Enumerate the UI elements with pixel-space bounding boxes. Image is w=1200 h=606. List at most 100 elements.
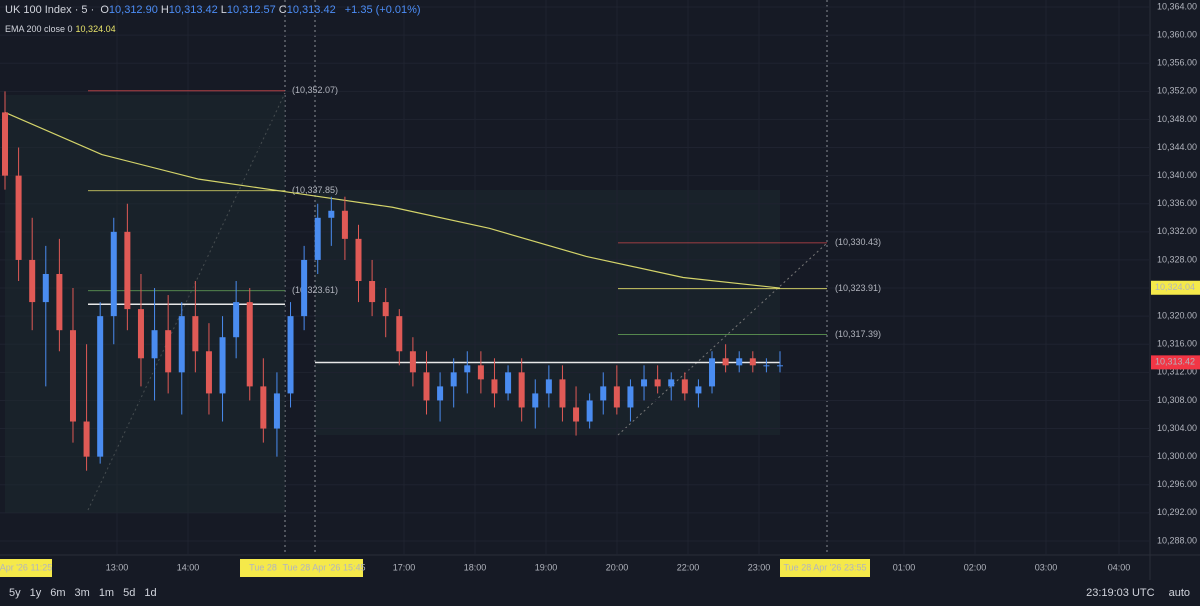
candle-body [219,337,226,394]
candle-body [749,358,756,366]
date-badge [240,559,286,577]
indicator-name: EMA 200 close 0 [5,24,73,34]
candle-body [287,316,294,394]
y-tick-label: 10,340.00 [1157,170,1197,180]
candle-body [56,273,63,331]
ohlc-key: L [220,4,227,16]
legend: UK 100 Index · 5 · O10,312.90 H10,313.42 L… [5,4,424,16]
ohlc-value: 10,313.42 [286,4,336,16]
price-badge [1151,355,1200,370]
y-tick-label: 10,328.00 [1157,254,1197,264]
candle-body [69,330,76,422]
candle-body [423,372,430,401]
candle-body [369,281,376,303]
candle-body [532,393,539,408]
range-button[interactable]: 5y [9,587,21,599]
ohlc-value: 10,312.57 [226,4,276,16]
x-tick-label: 02:00 [964,562,987,572]
candle-body [641,379,648,387]
candle-body [124,231,131,310]
date-badge-label: Tue 28 Apr '26 23:55 [784,562,867,572]
candle-body [15,175,22,260]
x-tick-label: 01:00 [893,562,916,572]
y-tick-label: 10,352.00 [1157,86,1197,96]
range-button[interactable]: 1y [29,587,42,599]
toolbar: 5y 1y 6m 3m 1m 5d 1d 23:19:03 UTC auto [0,580,1200,606]
candle-body [314,217,321,260]
toolbar-right: 23:19:03 UTC auto [1086,587,1190,599]
range-button[interactable]: 1d [144,587,157,599]
candle-body [600,386,607,401]
ohlc-key: C [278,4,287,16]
y-tick-label: 10,288.00 [1157,535,1197,545]
x-tick-label: 03:00 [1035,562,1058,572]
date-badge [780,559,870,577]
candle-body [192,316,199,352]
candle-body [2,112,8,176]
candle-body [355,238,362,282]
symbol: UK 100 Index · 5 · [5,4,95,16]
candle-body [233,302,240,338]
level-label: (10,323.91) [835,283,881,293]
candle-body [165,330,172,373]
candle-body [613,386,620,408]
price-badge-label: 10,324.04 [1155,282,1195,292]
trend-line [617,242,828,436]
date-badge-label: Tue 28 Apr '26 15:45 [283,562,366,572]
date-badge-label: Tue 28 [249,562,277,572]
chart: 10,288.00 10,292.00 10,296.00 10,300.00 10,3… [0,0,1200,580]
candle-body [151,330,158,359]
y-tick-label: 10,320.00 [1157,311,1197,321]
candle-body [763,365,770,367]
ohlc-value: 10,312.90 [108,4,158,16]
x-tick-label: 13:00 [106,562,129,572]
candle-body [777,365,783,367]
candle-body [260,386,267,429]
y-tick-label: 10,332.00 [1157,226,1197,236]
x-tick-label: 17:00 [393,562,416,572]
x-tick-label: 18:00 [464,562,487,572]
range-button[interactable]: 1m [98,587,115,599]
candle-body [328,210,335,218]
ohlc-value: 10,313.42 [168,4,218,16]
ohlc-key: O [100,4,109,16]
y-tick-label: 10,360.00 [1157,30,1197,40]
candle-body [681,379,688,394]
candle-body [695,386,702,394]
y-tick-label: 10,364.00 [1157,1,1197,11]
y-tick-label: 10,292.00 [1157,507,1197,517]
ohlc-key: H [160,4,169,16]
x-tick-label: 22:00 [677,562,700,572]
y-tick-label: 10,312.00 [1157,367,1197,377]
date-badge [0,559,52,577]
candle-body [97,316,104,457]
y-tick-label: 10,356.00 [1157,58,1197,68]
level-label: (10,317.39) [835,329,881,339]
candle-body [573,407,580,422]
candle-body [29,259,36,303]
candle-body [545,379,552,394]
range-button[interactable]: 5d [123,587,136,599]
x-tick-label: 14:00 [177,562,200,572]
level-label: (10,337.85) [292,185,338,195]
range-button[interactable]: 6m [50,587,66,599]
scale-button[interactable]: auto [1168,587,1190,599]
clock: 23:19:03 UTC [1086,587,1155,599]
candle-body [42,273,49,303]
candle-body [341,210,348,239]
range-button[interactable]: 3m [74,587,90,599]
x-tick-label: 23:00 [748,562,771,572]
candle-body [409,351,416,373]
price-badge-label: 10,313.42 [1155,357,1195,367]
y-tick-label: 10,300.00 [1157,451,1197,461]
candle-body [450,372,457,387]
x-tick-label: 20:00 [606,562,629,572]
date-badge [285,559,363,577]
candle-body [137,309,144,359]
candle-body [205,351,212,394]
y-tick-label: 10,316.00 [1157,339,1197,349]
indicator-value: 10,324.04 [75,24,116,34]
candle-body [477,365,484,380]
ema-line [4,111,781,289]
